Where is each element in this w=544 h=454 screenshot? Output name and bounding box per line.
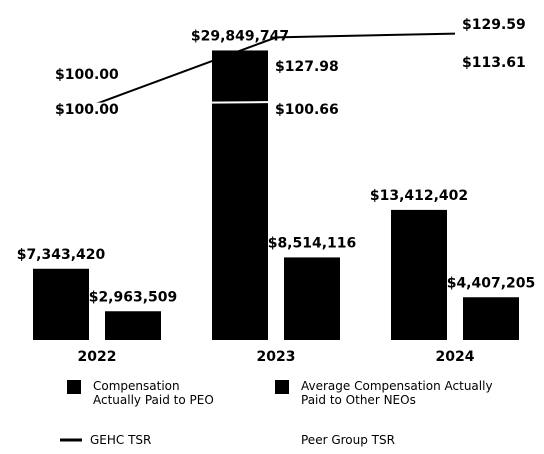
x-tick-label: 2022 <box>78 349 117 365</box>
legend-swatch <box>275 380 289 394</box>
bar-value-label: $4,407,205 <box>447 275 536 291</box>
legend-label: Compensation Actually Paid to PEO <box>93 379 214 407</box>
bar-value-label: $13,412,402 <box>370 188 468 204</box>
tsr-label: $127.98 <box>275 59 339 75</box>
bar <box>33 268 89 340</box>
tsr-label: $100.00 <box>55 102 119 118</box>
legend-label: Peer Group TSR <box>301 433 395 447</box>
legend-label: Average Compensation Actually Paid to Ot… <box>301 379 493 407</box>
legend-label: GEHC TSR <box>90 433 152 447</box>
x-tick-label: 2024 <box>436 349 475 365</box>
tsr-label: $100.66 <box>275 102 339 118</box>
bar <box>105 311 161 340</box>
bar-value-label: $7,343,420 <box>17 247 106 263</box>
tsr-line <box>96 70 456 105</box>
x-tick-label: 2023 <box>257 349 296 365</box>
tsr-label: $129.59 <box>462 17 526 33</box>
legend-swatch <box>67 380 81 394</box>
tsr-label: $100.00 <box>55 67 119 83</box>
bar <box>284 257 340 340</box>
bar <box>391 209 447 340</box>
bar <box>212 50 268 340</box>
bar-value-label: $29,849,747 <box>191 28 289 44</box>
tsr-line <box>96 32 456 105</box>
bar-value-label: $8,514,116 <box>268 235 357 251</box>
tsr-label: $113.61 <box>462 55 526 71</box>
bar <box>463 297 519 340</box>
bar-value-label: $2,963,509 <box>89 289 178 305</box>
